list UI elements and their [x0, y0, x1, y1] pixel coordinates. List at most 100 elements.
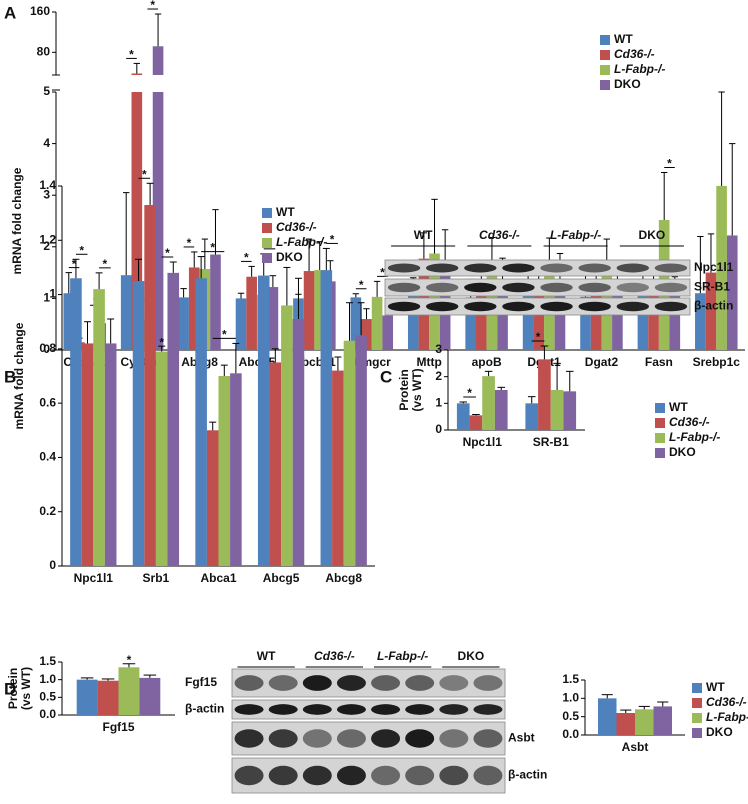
- blot-lane-band: [654, 263, 688, 273]
- legend-label: WT: [614, 32, 633, 46]
- bar: [70, 278, 82, 566]
- y-tick-label: 2: [435, 369, 442, 383]
- blot-lane-band: [336, 704, 366, 715]
- legend-swatch: [655, 433, 665, 443]
- legend-label: WT: [669, 400, 688, 414]
- bar: [155, 351, 168, 566]
- bar: [246, 276, 257, 350]
- bar: [188, 267, 200, 350]
- legend-label: DKO: [276, 250, 303, 264]
- blot-lane-band: [425, 301, 459, 312]
- y-tick-label: 1.0: [39, 672, 56, 686]
- legend-label: WT: [706, 680, 725, 694]
- blot-lane-band: [616, 282, 650, 293]
- bar: [235, 298, 247, 350]
- blot-lane-band: [336, 765, 366, 786]
- y-tick-label: 0.6: [39, 395, 56, 409]
- y-tick-label: 3: [43, 187, 50, 201]
- legend-label: Cd36-/-: [669, 415, 710, 429]
- blot-group-label: Cd36-/-: [479, 228, 520, 242]
- bar: [131, 92, 143, 350]
- significance-mark: *: [142, 167, 147, 181]
- legend-swatch: [655, 448, 665, 458]
- bar: [132, 281, 145, 566]
- bar: [303, 271, 315, 350]
- panel-label: C: [380, 367, 392, 386]
- blot-lane-band: [439, 704, 469, 715]
- blot-lane-band: [268, 675, 298, 691]
- significance-mark: *: [210, 241, 215, 255]
- y-axis-label: (vs WT): [19, 667, 33, 710]
- bar: [144, 205, 156, 566]
- blot-lane-band: [473, 729, 503, 748]
- bar: [320, 270, 333, 566]
- legend-swatch: [600, 65, 610, 75]
- bar: [104, 343, 117, 566]
- blot-lane-band: [616, 301, 650, 312]
- blot-lane-band: [302, 675, 332, 691]
- blot-lane-band: [268, 765, 298, 786]
- y-tick-label: 4: [43, 136, 50, 150]
- blot-lane-band: [371, 704, 401, 715]
- bar: [612, 292, 623, 350]
- legend-swatch: [692, 698, 702, 708]
- bar: [210, 254, 221, 350]
- blot-lane-band: [473, 704, 503, 715]
- blot-lane-band: [578, 282, 611, 293]
- blot-band-row: [384, 278, 691, 297]
- legend-label: DKO: [614, 77, 641, 91]
- legend-swatch: [692, 713, 702, 723]
- significance-mark: *: [159, 335, 164, 349]
- blot-lane-band: [234, 729, 264, 748]
- blot-row-label: Fgf15: [185, 675, 217, 689]
- legend-swatch: [655, 403, 665, 413]
- blot-group-label: DKO: [639, 228, 666, 242]
- blot-group-label: WT: [414, 228, 433, 242]
- significance-mark: *: [667, 157, 672, 171]
- blot-lane-band: [387, 263, 421, 273]
- blot-lane-band: [502, 301, 535, 312]
- x-tick-label: Npc1l1: [463, 435, 503, 449]
- y-axis-label: Protein: [6, 668, 20, 709]
- x-tick-label: Fasn: [645, 355, 673, 369]
- y-tick-label: 2: [43, 239, 50, 253]
- x-tick-label: Abca1: [200, 571, 236, 585]
- bar: [257, 275, 270, 566]
- y-tick-label: 5: [43, 84, 50, 98]
- significance-mark: *: [222, 328, 227, 342]
- blot-lane-band: [464, 263, 497, 273]
- blot-lane-band: [502, 263, 535, 273]
- legend-label: Cd36-/-: [614, 47, 655, 61]
- bar: [476, 281, 487, 350]
- blot-band-row: [384, 259, 691, 277]
- legend-label: L-Fabp-/-: [614, 62, 665, 76]
- bar: [152, 46, 164, 75]
- significance-mark: *: [536, 330, 541, 344]
- bar: [230, 373, 242, 566]
- blot-lane-band: [371, 729, 401, 748]
- x-tick-label: Npc1l1: [74, 571, 114, 585]
- legend-label: Cd36-/-: [706, 695, 747, 709]
- y-tick-label: 0.0: [562, 727, 579, 741]
- x-tick-label: Dgat2: [585, 355, 619, 369]
- y-tick-label: 0.8: [39, 341, 56, 355]
- blot-lane-band: [268, 729, 298, 748]
- bar: [497, 283, 508, 350]
- bar: [482, 376, 495, 430]
- bar: [97, 680, 119, 715]
- legend-swatch: [692, 683, 702, 693]
- bar: [382, 315, 394, 350]
- bar: [269, 362, 282, 566]
- significance-mark: *: [129, 48, 134, 62]
- blot-lane-band: [654, 301, 688, 312]
- bar: [131, 73, 143, 75]
- x-tick-label: apoB: [472, 355, 502, 369]
- blot-lane-band: [578, 263, 611, 273]
- blot-lane-band: [405, 729, 435, 748]
- panel-label: A: [4, 3, 16, 22]
- blot-row-label: β-actin: [185, 702, 224, 716]
- bar: [525, 403, 539, 430]
- blot-lane-band: [464, 282, 497, 293]
- legend-swatch: [600, 35, 610, 45]
